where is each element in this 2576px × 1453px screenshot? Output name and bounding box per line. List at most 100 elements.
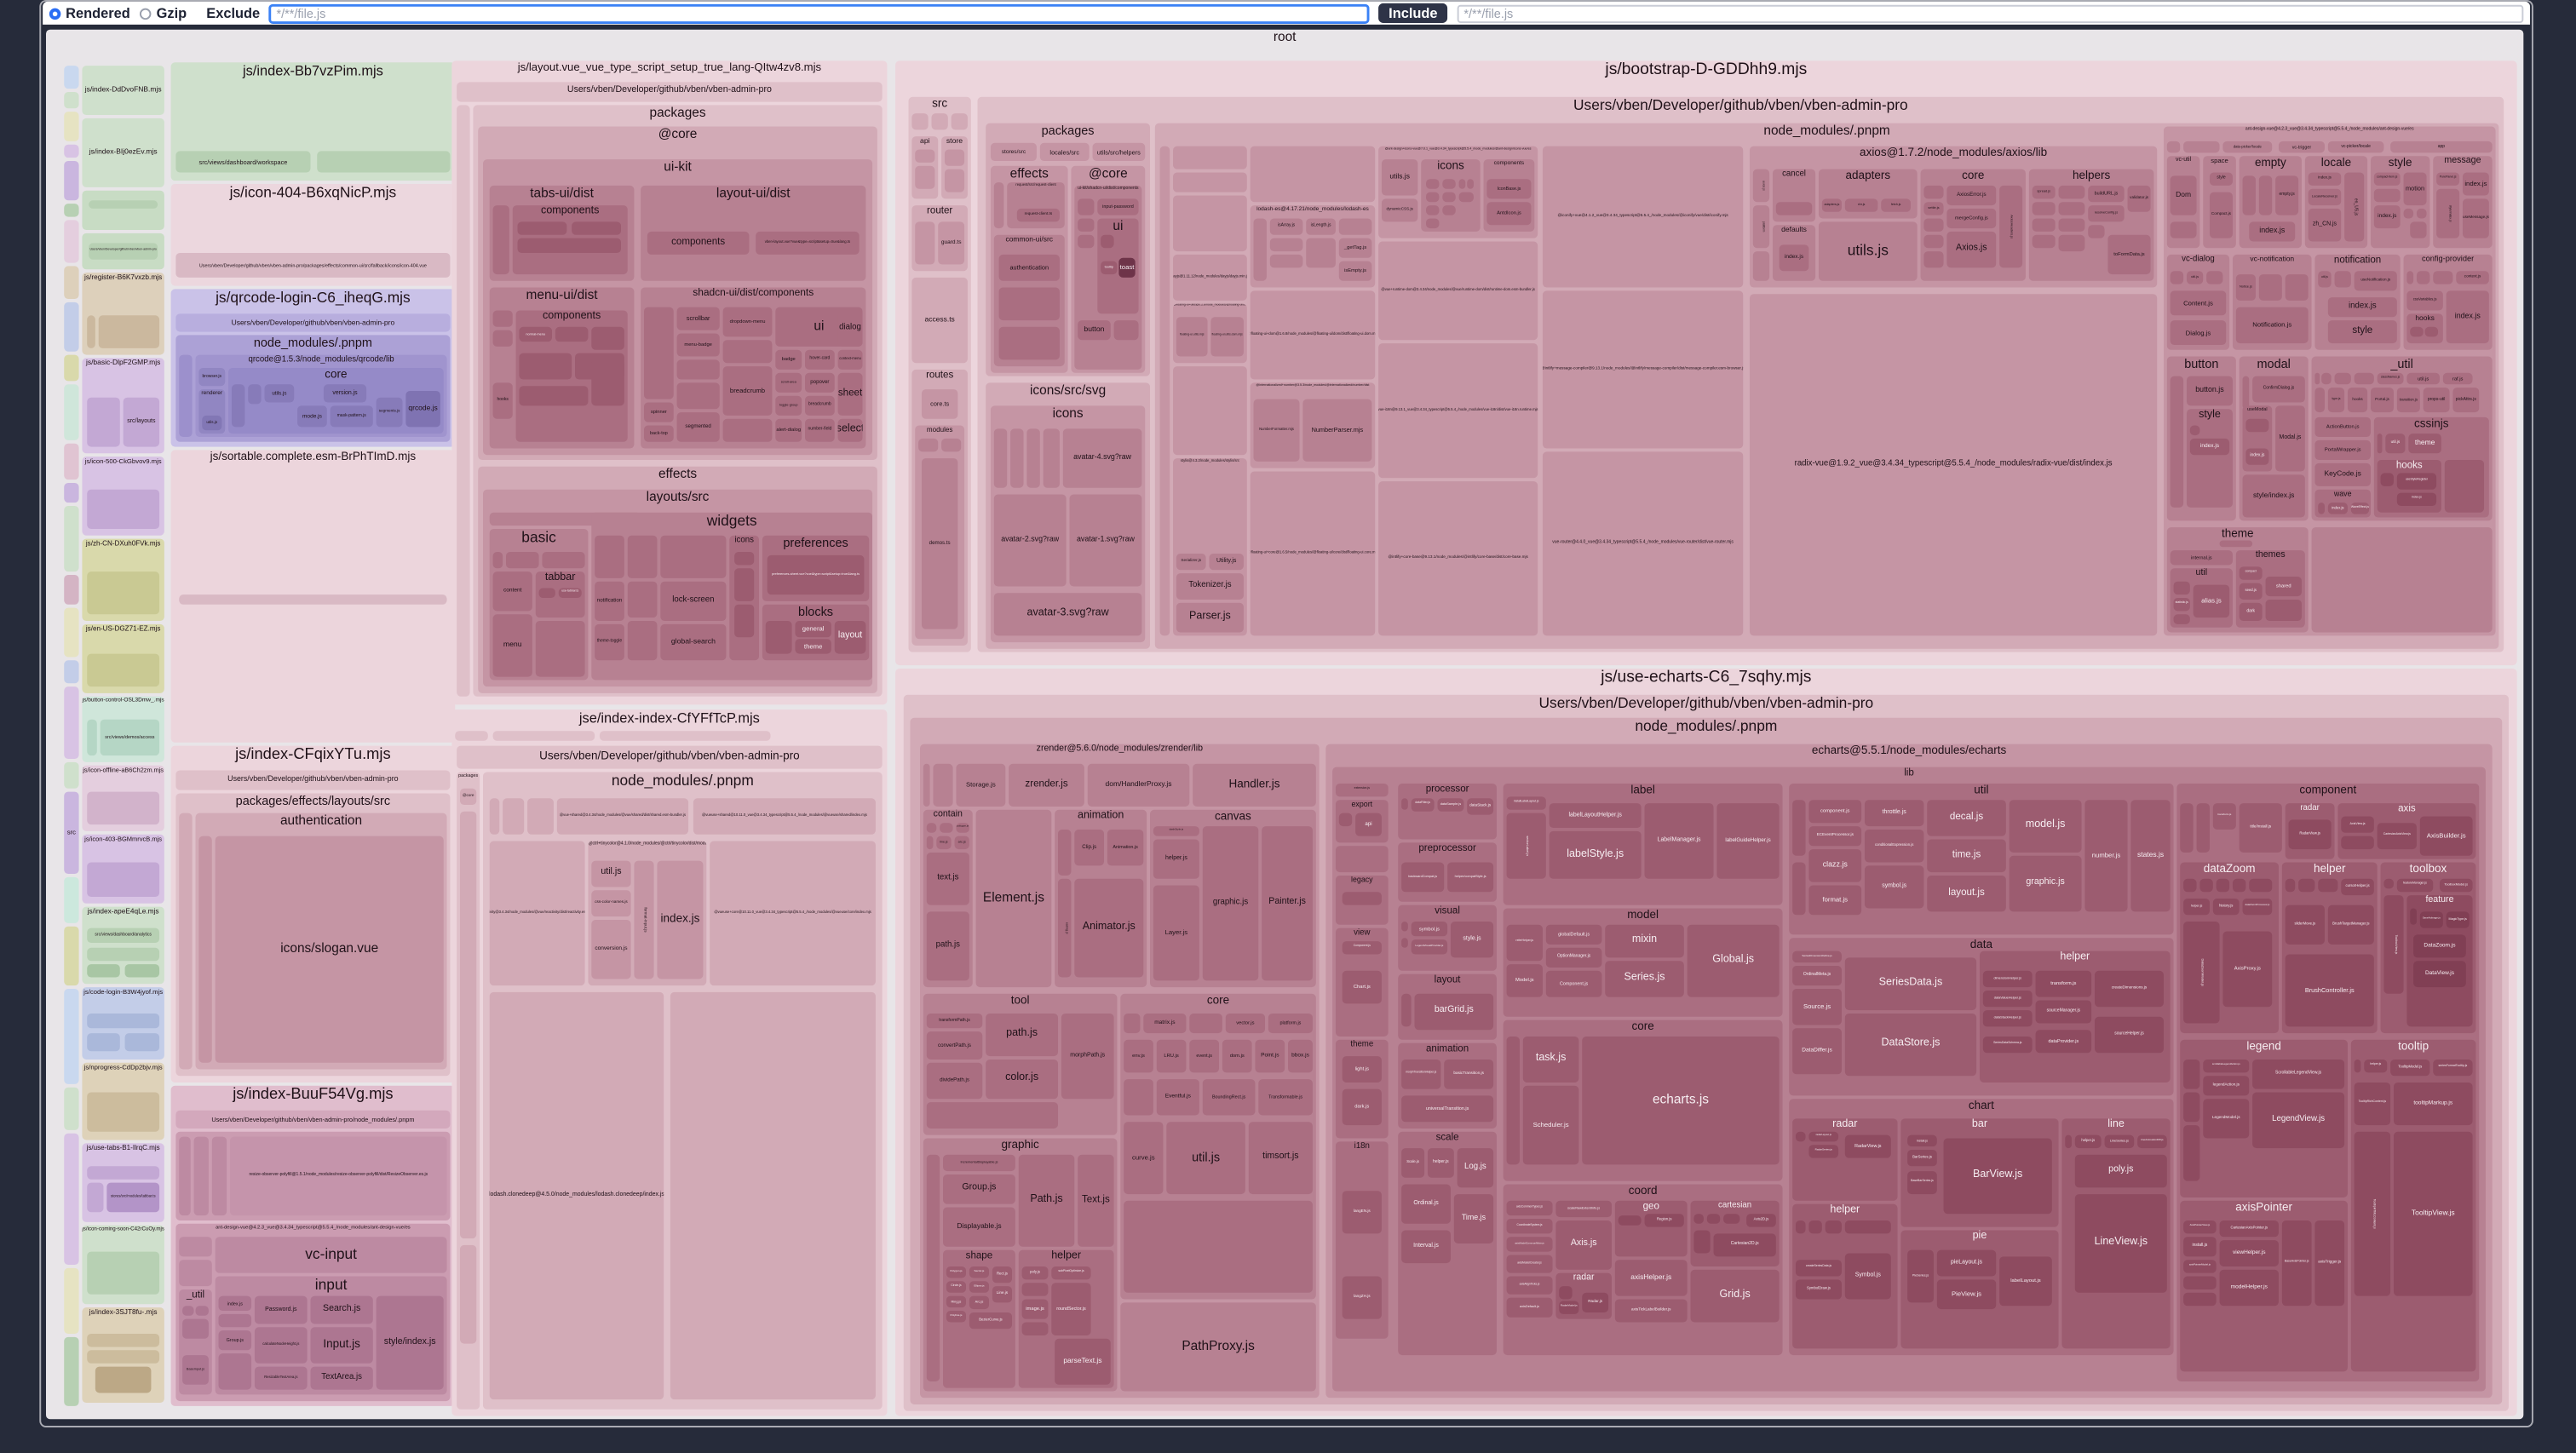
treemap-node[interactable]	[1442, 205, 1456, 215]
treemap-node[interactable]	[923, 763, 930, 807]
treemap-node[interactable]: utils.js	[202, 415, 222, 431]
treemap-node[interactable]: Search.js	[310, 1295, 373, 1324]
treemap-node[interactable]: js/index-Bb7vzPim.mjs src/views/dashboard…	[170, 62, 456, 181]
treemap-node[interactable]	[1559, 1286, 1573, 1300]
treemap-node[interactable]: request/src/request-client request-client…	[1007, 182, 1065, 229]
treemap-node[interactable]: notification util.js useNotification.js ind…	[2314, 254, 2401, 350]
treemap-node[interactable]	[627, 581, 658, 618]
treemap-node[interactable]	[915, 221, 935, 265]
treemap-node[interactable]	[64, 302, 79, 352]
treemap-node[interactable]: radarLayout.js	[1808, 1131, 1839, 1142]
treemap-node[interactable]	[2424, 326, 2439, 337]
treemap-node[interactable]: Path.js	[1018, 1154, 1075, 1247]
treemap-node[interactable]: @floating-ui+utils@0.2.8/node_modules/@f…	[1173, 303, 1247, 364]
treemap-node[interactable]: ant-design-vue@4.2.3_vue@3.4.34_typescri…	[2163, 126, 2496, 636]
treemap-node[interactable]: radar RadarModel.js Radar.js	[1555, 1272, 1612, 1319]
treemap-node[interactable]	[2183, 878, 2197, 893]
treemap-node[interactable]: node_modules/.pnpm zrender@5.6.0/node_mod…	[910, 717, 2503, 1404]
treemap-node[interactable]: menu-ui/dist hooks components normal-menu	[489, 287, 635, 449]
treemap-node[interactable]: ActionButton.js	[2314, 416, 2371, 438]
treemap-node[interactable]	[64, 204, 79, 217]
treemap-node[interactable]	[2311, 527, 2493, 633]
treemap-node[interactable]: index.js	[657, 860, 704, 979]
treemap-node[interactable]: helpers spread.js buildURL.js validator.js r…	[2028, 169, 2154, 281]
treemap-node[interactable]: BaseInput.js	[182, 1355, 209, 1385]
treemap-node[interactable]: convertPath.js	[926, 1031, 983, 1060]
treemap-node[interactable]: request-client.ts	[1016, 208, 1060, 222]
treemap-node[interactable]: src api store router guard.ts access.ts routes…	[908, 96, 971, 652]
treemap-node[interactable]: Transformable.js	[1258, 1079, 1313, 1116]
treemap-node[interactable]	[87, 489, 160, 530]
treemap-node[interactable]: scrollableLegendAction.js	[2203, 1059, 2250, 1073]
treemap-node[interactable]: index.js	[2245, 448, 2269, 465]
treemap-node[interactable]	[998, 326, 1060, 360]
treemap-node[interactable]: calculateNodeHeight.js	[254, 1327, 308, 1364]
treemap-node[interactable]	[1795, 1220, 1806, 1234]
treemap-node[interactable]	[2383, 878, 2394, 889]
treemap-node[interactable]: util component.js ECEventProcessor.js clazz…	[1789, 783, 2174, 935]
treemap-node[interactable]: utils/src/helpers	[1092, 142, 1146, 162]
treemap-node[interactable]: CartesianAxisPointer.js	[2219, 1220, 2279, 1238]
treemap-node[interactable]: extension.js	[1335, 783, 1389, 797]
treemap-node[interactable]: text.js	[926, 852, 969, 905]
treemap-node[interactable]: index.js	[2327, 297, 2397, 318]
treemap-node[interactable]	[517, 221, 567, 235]
treemap-node[interactable]: components normal-menu	[515, 310, 628, 442]
treemap-node[interactable]: transition.js	[2396, 388, 2420, 413]
treemap-node[interactable]: BaseBarSeries.js	[1907, 1171, 1937, 1195]
treemap-node[interactable]: js/use-tabs-B1-IlrqC.mjs stores/src/modul…	[82, 1143, 164, 1222]
treemap-node[interactable]	[231, 384, 245, 428]
treemap-node[interactable]: vue-i18n@9.13.1_vue@3.4.34_typescript@5.…	[1378, 343, 1538, 479]
treemap-node[interactable]	[1253, 218, 1267, 281]
treemap-node[interactable]	[1923, 251, 1944, 268]
treemap-node[interactable]: @intlify+core-base@9.13.1/node_modules/@…	[1378, 481, 1538, 636]
treemap-node[interactable]: style/index.js	[2436, 188, 2460, 238]
treemap-node[interactable]: alert-dialog	[775, 418, 802, 442]
treemap-node[interactable]: number-field	[805, 418, 835, 442]
treemap-node[interactable]: Interval.js	[1401, 1230, 1451, 1264]
treemap-node[interactable]: number.js	[2084, 800, 2128, 912]
treemap-node[interactable]	[599, 731, 771, 741]
treemap-node[interactable]	[211, 1136, 227, 1216]
treemap-node[interactable]: Users/vben/Developer/github/vben/vben-ad…	[175, 253, 451, 278]
treemap-node[interactable]: Portal.js	[2370, 388, 2394, 413]
treemap-node[interactable]: dashStyle.js	[1153, 826, 1199, 836]
treemap-node[interactable]	[1173, 172, 1247, 192]
treemap-node[interactable]	[765, 621, 792, 654]
treemap-node[interactable]: empty empty.js index.js	[2239, 156, 2302, 249]
treemap-node[interactable]: sectorLabel.js	[1506, 813, 1546, 879]
treemap-node[interactable]	[124, 964, 160, 978]
treemap-node[interactable]: transformPath.js	[926, 1013, 983, 1029]
treemap-node[interactable]: dynamicCSS.js	[1381, 198, 1418, 222]
treemap-node[interactable]: symbol.js	[1411, 921, 1448, 937]
treemap-node[interactable]: components	[512, 205, 628, 275]
treemap-node[interactable]	[1101, 234, 1114, 249]
treemap-node[interactable]: lib extension.js export api legacy view Compon…	[1332, 767, 2486, 1392]
treemap-node[interactable]	[1401, 938, 1408, 948]
treemap-node[interactable]: SymbolDraw.js	[1795, 1279, 1842, 1300]
treemap-node[interactable]: history.js	[2212, 898, 2240, 916]
treemap-node[interactable]: dialog	[837, 310, 863, 347]
treemap-node[interactable]	[517, 238, 622, 254]
treemap-node[interactable]: image.js	[1021, 1299, 1049, 1319]
treemap-node[interactable]: stores/src	[990, 142, 1037, 162]
treemap-node[interactable]	[87, 1251, 160, 1295]
treemap-node[interactable]	[1401, 798, 1408, 810]
treemap-node[interactable]: Line.js	[992, 1286, 1013, 1303]
treemap-node[interactable]: sliderMove.js	[2285, 905, 2325, 945]
treemap-node[interactable]: TooltipModel.js	[2390, 1059, 2430, 1077]
treemap-node[interactable]: Notification.js	[2235, 307, 2309, 344]
treemap-node[interactable]: button.js	[2186, 376, 2233, 406]
treemap-node[interactable]: helper.js	[2364, 1059, 2388, 1073]
treemap-node[interactable]	[2433, 271, 2453, 284]
treemap-node[interactable]	[2058, 202, 2085, 215]
treemap-node[interactable]: layout.js	[1927, 875, 2006, 912]
treemap-node[interactable]: api	[1355, 813, 1382, 836]
treemap-node[interactable]: helper.js	[1153, 839, 1199, 879]
treemap-node[interactable]	[1021, 1322, 1049, 1335]
treemap-node[interactable]: mergeConfig.js	[1946, 208, 1997, 229]
treemap-node[interactable]: components	[647, 231, 750, 255]
treemap-node[interactable]: icons/slogan.vue	[215, 836, 444, 1063]
treemap-node[interactable]: locale index.js LocaleReceiver.js zh_CN.js e…	[2304, 156, 2368, 249]
treemap-node[interactable]: src/views/dashboard/analytics	[87, 928, 160, 944]
